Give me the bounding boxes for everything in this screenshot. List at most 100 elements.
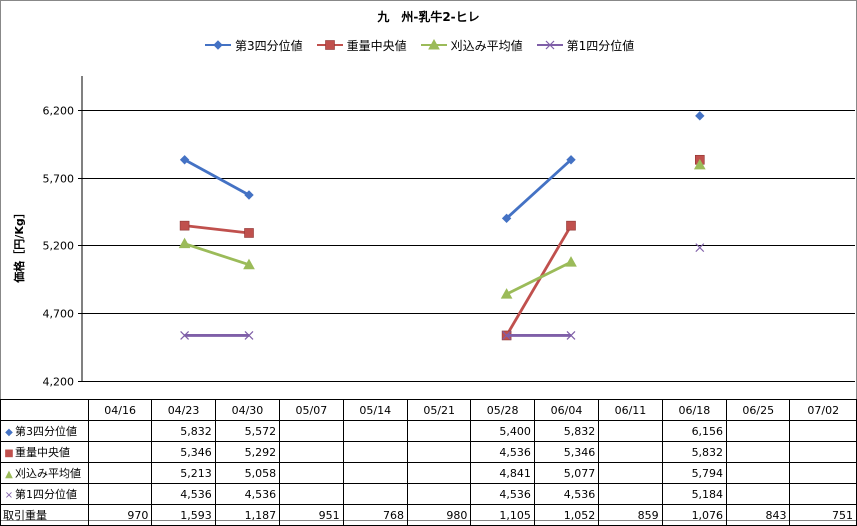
table-cell: 5,077 [533,462,600,484]
legend-item: 第1四分位値 [536,36,634,54]
data-point [244,190,254,200]
data-point [243,258,255,270]
table-cell [342,462,408,484]
table-cell: 6,156 [661,420,728,442]
row-label: 刈込み平均値 [15,467,81,480]
chart-title: 九 州-乳牛2-ヒレ [377,10,480,24]
data-table: 04/16 04/23 04/30 05/07 05/14 05/21 05/28 06/04… [0,399,857,526]
table-cell [279,462,344,484]
legend-item: 刈込み平均値 [420,36,523,54]
legend-marker [427,39,440,50]
table-row-header: × 第1四分位値 [0,483,89,505]
table-row-volume: 取引重量 970 1,593 1,187 951 768 980 1,105 1,052 859 1… [0,504,857,526]
legend-item: 重量中央値 [316,36,407,54]
y-tick-label: 4,200 [43,376,75,389]
y-tick-label: 6,200 [43,105,75,118]
data-point [566,220,576,231]
table-cell [406,483,472,505]
series-3 [178,158,706,299]
table-row-header: ◆ 第3四分位値 [0,420,89,442]
table-cell [598,462,663,484]
data-point [565,256,577,267]
table-cell: 5,572 [214,420,281,442]
table-cell: 5,832 [661,441,728,463]
table-cell [342,483,408,505]
data-point [502,331,512,340]
table-cell: 1,187 [214,504,281,526]
data-point [695,243,705,253]
table-cell: 768 [342,504,408,526]
table-cell: 5,832 [533,420,600,442]
table-cell [789,483,857,505]
y-tick-label: 4,700 [43,308,75,321]
table-row: ▲ 刈込み平均値 5,213 5,058 4,841 5,077 5,794 [0,462,857,484]
table-cell [726,441,791,463]
legend-label: 第3四分位値 [235,38,303,53]
data-point [179,220,190,231]
x-category-label: 06/11 [598,399,663,421]
y-tick-label: 5,700 [43,173,75,186]
table-cell [279,420,344,442]
table-cell: 1,076 [661,504,728,526]
x-category-label: 05/14 [342,399,408,421]
table-cell [726,462,791,484]
table-cell [726,483,791,505]
legend-swatch [420,39,447,50]
table-cell: 4,536 [470,441,535,463]
data-point [179,155,190,165]
x-category-label: 05/28 [470,399,535,421]
data-point [566,331,576,340]
x-marker-icon: × [4,490,14,501]
table-cell: 951 [279,504,344,526]
table-cell [406,441,472,463]
legend-swatch [205,40,231,50]
series-1 [179,111,705,224]
table-cell: 5,832 [151,420,216,442]
table-row: × 第1四分位値 4,536 4,536 4,536 4,536 5,184 [0,483,857,505]
table-cell: 970 [87,504,153,526]
y-tick-label: 5,200 [43,240,75,253]
table-cell [789,441,857,463]
x-category-label: 06/18 [661,399,728,421]
table-cell: 5,292 [214,441,281,463]
square-marker-icon: ■ [4,448,14,459]
data-point [566,155,576,165]
table-cell: 751 [789,504,857,526]
diamond-marker-icon: ◆ [5,427,13,438]
y-axis-label-box: 価格［円/Kg］ [12,207,26,283]
x-category-label: 04/23 [151,399,216,421]
table-cell [789,420,857,442]
legend-marker [324,40,335,50]
table-cell: 5,213 [151,462,216,484]
table-cell [87,441,153,463]
x-category-label: 05/07 [279,399,344,421]
y-axis-label: 価格［円/Kg］ [12,207,26,283]
data-point [180,331,190,340]
table-cell: 5,346 [533,441,600,463]
data-point [244,331,254,340]
table-cell: 5,794 [661,462,728,484]
series-line-segment [505,158,572,220]
plot-area: 4,200 4,700 5,200 5,700 6,200 [43,76,855,389]
legend-marker [213,40,223,50]
table-cell [598,441,663,463]
table-cell: 1,052 [533,504,600,526]
table-row: ■重量中央値 5,346 5,292 4,536 5,346 5,832 [0,441,857,463]
table-cell: 843 [726,504,791,526]
table-cell: 859 [598,504,663,526]
x-category-label: 07/02 [789,399,857,421]
table-cell [789,462,857,484]
table-cell: 5,346 [151,441,216,463]
data-point [178,237,191,249]
data-point [501,213,512,224]
legend-swatch [316,40,343,50]
table-cell [342,441,408,463]
table-cell [342,420,408,442]
series-line-segment [505,260,572,296]
triangle-marker-icon: ▲ [5,469,13,480]
legend: 第3四分位値 重量中央値 刈込み平均値 第1四分位値 [205,36,648,54]
series-line-segment [184,242,250,267]
legend-label: 刈込み平均値 [450,38,523,53]
table-row-header: 取引重量 [0,504,89,526]
series-line-segment [183,158,250,197]
